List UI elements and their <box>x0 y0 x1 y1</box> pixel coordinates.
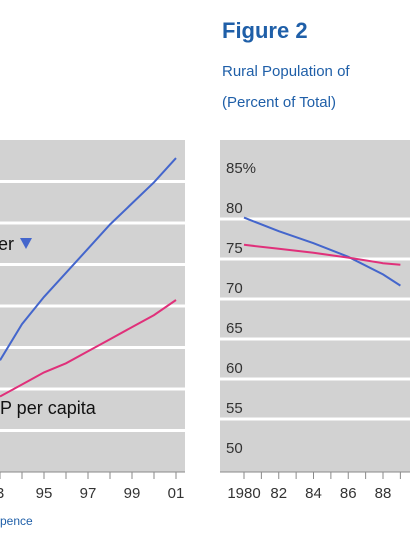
right-y-tick-label: 70 <box>226 280 243 297</box>
down-triangle-icon <box>20 238 32 249</box>
right-x-tick-label: 1980 <box>227 485 260 502</box>
left-series-line-1 <box>0 157 177 361</box>
right-x-tick-label: 82 <box>270 485 287 502</box>
right-x-tick-label: 84 <box>305 485 322 502</box>
right-y-tick-label: 50 <box>226 440 243 457</box>
left-x-tick-label: 97 <box>80 485 97 502</box>
right-y-tick-label: 65 <box>226 320 243 337</box>
right-x-tick-label: 86 <box>340 485 357 502</box>
right-y-tick-label: 75 <box>226 240 243 257</box>
right-y-tick-label: 80 <box>226 200 243 217</box>
left-series-label-2: P per capita <box>0 398 97 418</box>
left-chart: 3 95 97 99 01 er P per capita <box>0 140 185 502</box>
right-x-tick-label: 88 <box>375 485 392 502</box>
right-y-tick-label: 85% <box>226 160 256 177</box>
right-y-tick-label: 60 <box>226 360 243 377</box>
figure-2-title: Figure 2 <box>222 18 308 43</box>
left-series-label-1: er <box>0 234 14 254</box>
footnote: pence <box>0 514 33 528</box>
right-chart: 85% 80 75 70 65 60 55 50 1980 82 84 86 88 <box>220 140 410 502</box>
right-y-tick-label: 55 <box>226 400 243 417</box>
left-x-tick-label: 01 <box>168 485 185 502</box>
left-x-tick-label: 3 <box>0 485 4 502</box>
left-x-tick-label: 95 <box>36 485 53 502</box>
left-x-tick-label: 99 <box>124 485 141 502</box>
left-series-line-2 <box>0 299 177 398</box>
figure-2-subtitle-line1: Rural Population of <box>222 63 350 80</box>
right-plot-area <box>220 140 410 472</box>
figure-2-subtitle-line2: (Percent of Total) <box>222 94 336 111</box>
right-series-line-1 <box>243 216 401 287</box>
right-series-line-2 <box>243 243 401 266</box>
